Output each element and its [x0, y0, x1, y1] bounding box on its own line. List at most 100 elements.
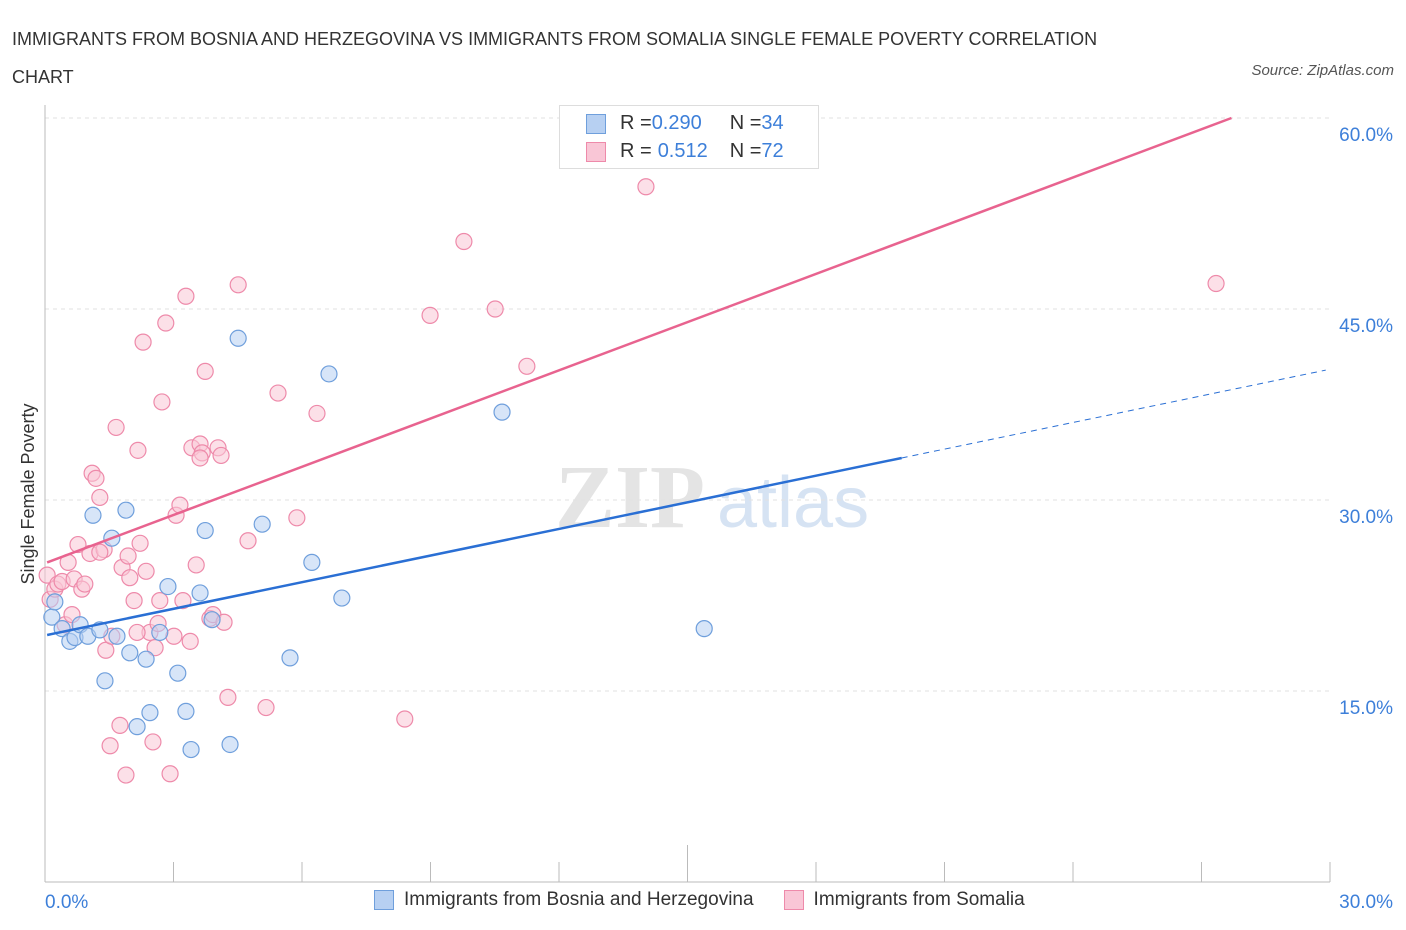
point-somalia: [137, 562, 155, 580]
point-somalia: [117, 766, 135, 784]
bottom-legend-swatch-bosnia: [374, 890, 394, 910]
point-somalia: [153, 393, 171, 411]
point-bosnia: [177, 702, 195, 720]
point-somalia: [177, 287, 195, 305]
point-somalia: [269, 384, 287, 402]
trendline-bosnia-extrapolated: [901, 369, 1326, 459]
y-axis-label: Single Female Poverty: [18, 403, 38, 584]
point-somalia: [144, 733, 162, 751]
point-somalia: [151, 591, 169, 610]
point-somalia: [129, 441, 147, 459]
watermark-atlas: atlas: [717, 463, 869, 543]
legend-r-value: 0.290: [651, 112, 702, 134]
point-bosnia: [320, 365, 338, 383]
point-somalia: [455, 232, 473, 251]
point-somalia: [421, 306, 439, 324]
point-bosnia: [695, 620, 713, 638]
point-bosnia: [493, 403, 511, 421]
legend-n-label: N =: [729, 112, 762, 134]
point-somalia: [288, 509, 306, 527]
point-somalia: [257, 698, 275, 717]
trendline-somalia: [46, 116, 1232, 564]
point-bosnia: [151, 623, 169, 642]
point-bosnia: [159, 577, 177, 596]
point-bosnia: [333, 589, 351, 607]
chart-title: IMMIGRANTS FROM BOSNIA AND HERZEGOVINA V…: [12, 29, 1098, 87]
legend-box: R = 0.290 N = 34 R = 0.512 N = 72: [559, 105, 819, 169]
point-somalia: [91, 488, 109, 507]
y-tick-label: 15.0%: [1339, 698, 1393, 719]
point-somalia: [107, 418, 125, 437]
point-somalia: [486, 300, 504, 318]
point-bosnia: [128, 718, 146, 736]
point-somalia: [125, 591, 143, 610]
y-tick-label: 30.0%: [1339, 507, 1393, 528]
watermark-zip: ZIP: [555, 448, 705, 547]
legend-row-somalia: R = 0.512 N = 72: [586, 140, 784, 163]
bottom-legend: Immigrants from Bosnia and Herzegovina I…: [374, 889, 1025, 911]
point-bosnia: [253, 515, 271, 533]
bottom-legend-somalia: Immigrants from Somalia: [783, 889, 1025, 911]
point-somalia: [119, 547, 137, 565]
point-somalia: [121, 569, 139, 587]
point-somalia: [637, 178, 655, 196]
legend-n-value: 72: [761, 140, 784, 162]
point-bosnia: [141, 704, 159, 722]
point-somalia: [191, 449, 209, 467]
point-somalia: [229, 276, 247, 294]
legend-r-label: R =: [620, 112, 652, 134]
point-bosnia: [108, 627, 126, 645]
point-bosnia: [84, 506, 102, 524]
legend-r-value: 0.512: [657, 140, 708, 162]
point-bosnia: [169, 664, 187, 682]
point-somalia: [219, 688, 237, 706]
point-somalia: [239, 532, 257, 550]
point-somalia: [518, 357, 536, 375]
point-somalia: [181, 632, 199, 650]
point-bosnia: [121, 644, 139, 662]
point-somalia: [187, 556, 205, 574]
point-somalia: [174, 591, 192, 610]
source-label: Source: ZipAtlas.com: [1251, 62, 1394, 79]
point-somalia: [161, 765, 179, 783]
point-bosnia: [96, 672, 114, 690]
legend-n-label: N =: [729, 140, 762, 162]
point-bosnia: [221, 735, 239, 754]
point-bosnia: [203, 611, 221, 629]
point-somalia: [134, 333, 152, 351]
point-bosnia: [281, 649, 299, 667]
legend-swatch-bosnia: [586, 113, 606, 134]
point-somalia: [308, 404, 326, 423]
point-somalia: [212, 446, 230, 465]
point-somalia: [165, 627, 183, 645]
point-bosnia: [117, 501, 135, 519]
point-somalia: [157, 314, 175, 332]
bottom-legend-bosnia: Immigrants from Bosnia and Herzegovina: [374, 889, 754, 911]
legend-r-label: R =: [620, 140, 652, 162]
point-bosnia: [303, 553, 321, 571]
point-somalia: [131, 534, 149, 552]
point-somalia: [196, 362, 214, 380]
bottom-legend-swatch-somalia: [783, 890, 804, 910]
point-somalia: [101, 737, 119, 755]
point-somalia: [76, 575, 94, 593]
x-tick-label: 30.0%: [1339, 892, 1393, 913]
point-bosnia: [191, 584, 209, 602]
legend-swatch-somalia: [586, 141, 606, 162]
point-bosnia: [229, 329, 247, 347]
point-bosnia: [137, 650, 155, 668]
point-somalia: [111, 716, 129, 734]
point-somalia: [91, 543, 109, 561]
bottom-legend-label-somalia: Immigrants from Somalia: [813, 889, 1025, 910]
legend-n-value: 34: [761, 112, 784, 134]
point-bosnia: [46, 593, 64, 611]
bottom-legend-label-bosnia: Immigrants from Bosnia and Herzegovina: [404, 889, 754, 910]
point-bosnia: [182, 740, 200, 759]
point-bosnia: [196, 521, 214, 540]
point-somalia: [128, 623, 146, 642]
point-somalia: [146, 639, 164, 657]
point-somalia: [396, 710, 414, 728]
legend-row-bosnia: R = 0.290 N = 34: [586, 112, 784, 135]
